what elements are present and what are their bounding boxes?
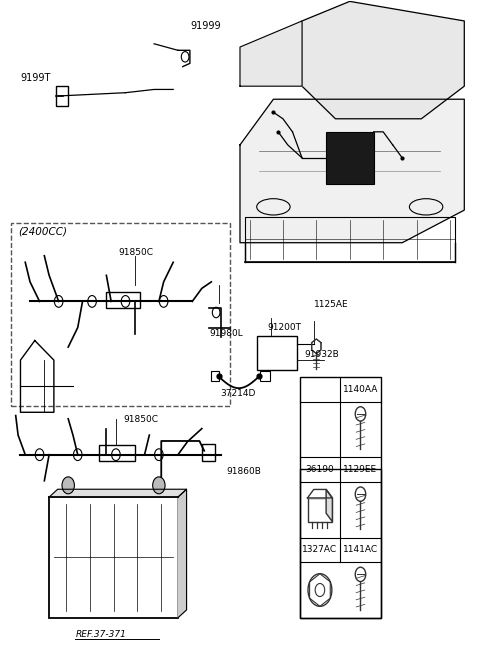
Bar <box>245 217 455 262</box>
Text: 36190: 36190 <box>306 465 334 474</box>
Bar <box>11 223 230 405</box>
Circle shape <box>112 449 120 460</box>
Polygon shape <box>240 21 302 86</box>
Bar <box>107 291 140 308</box>
Bar <box>56 86 68 105</box>
Circle shape <box>62 477 74 494</box>
Text: 1140AA: 1140AA <box>343 385 378 394</box>
Bar <box>202 444 215 460</box>
Text: 1125AE: 1125AE <box>314 300 348 309</box>
Text: 91200T: 91200T <box>268 323 301 332</box>
Bar <box>300 470 381 618</box>
Bar <box>300 377 381 618</box>
Bar <box>308 498 332 521</box>
Text: 9199T: 9199T <box>21 73 51 83</box>
Polygon shape <box>49 489 187 497</box>
Bar <box>211 371 218 381</box>
Circle shape <box>121 295 130 307</box>
Text: (2400CC): (2400CC) <box>18 227 67 236</box>
Text: 91999: 91999 <box>190 21 220 31</box>
Polygon shape <box>240 99 464 243</box>
Text: 91850C: 91850C <box>118 248 153 257</box>
Text: 91860B: 91860B <box>227 467 262 476</box>
Polygon shape <box>302 1 464 119</box>
Text: 91932B: 91932B <box>304 350 339 359</box>
Bar <box>99 445 135 461</box>
Bar <box>326 132 373 184</box>
Bar <box>260 371 270 381</box>
Bar <box>257 336 297 370</box>
Circle shape <box>159 295 168 307</box>
Text: 37214D: 37214D <box>220 390 255 398</box>
Circle shape <box>88 295 96 307</box>
Text: REF.37-371: REF.37-371 <box>75 630 126 639</box>
Text: 91850C: 91850C <box>123 415 158 424</box>
Bar <box>49 497 178 618</box>
Text: 91980L: 91980L <box>209 329 243 338</box>
Circle shape <box>153 477 165 494</box>
Polygon shape <box>308 489 332 498</box>
Circle shape <box>54 295 63 307</box>
Circle shape <box>155 449 163 460</box>
Circle shape <box>35 449 44 460</box>
Polygon shape <box>326 489 332 521</box>
Text: 1129EE: 1129EE <box>343 465 378 474</box>
Polygon shape <box>178 489 187 618</box>
Text: 1141AC: 1141AC <box>343 546 378 554</box>
Polygon shape <box>312 339 321 354</box>
Circle shape <box>73 449 82 460</box>
Text: 1327AC: 1327AC <box>302 546 337 554</box>
